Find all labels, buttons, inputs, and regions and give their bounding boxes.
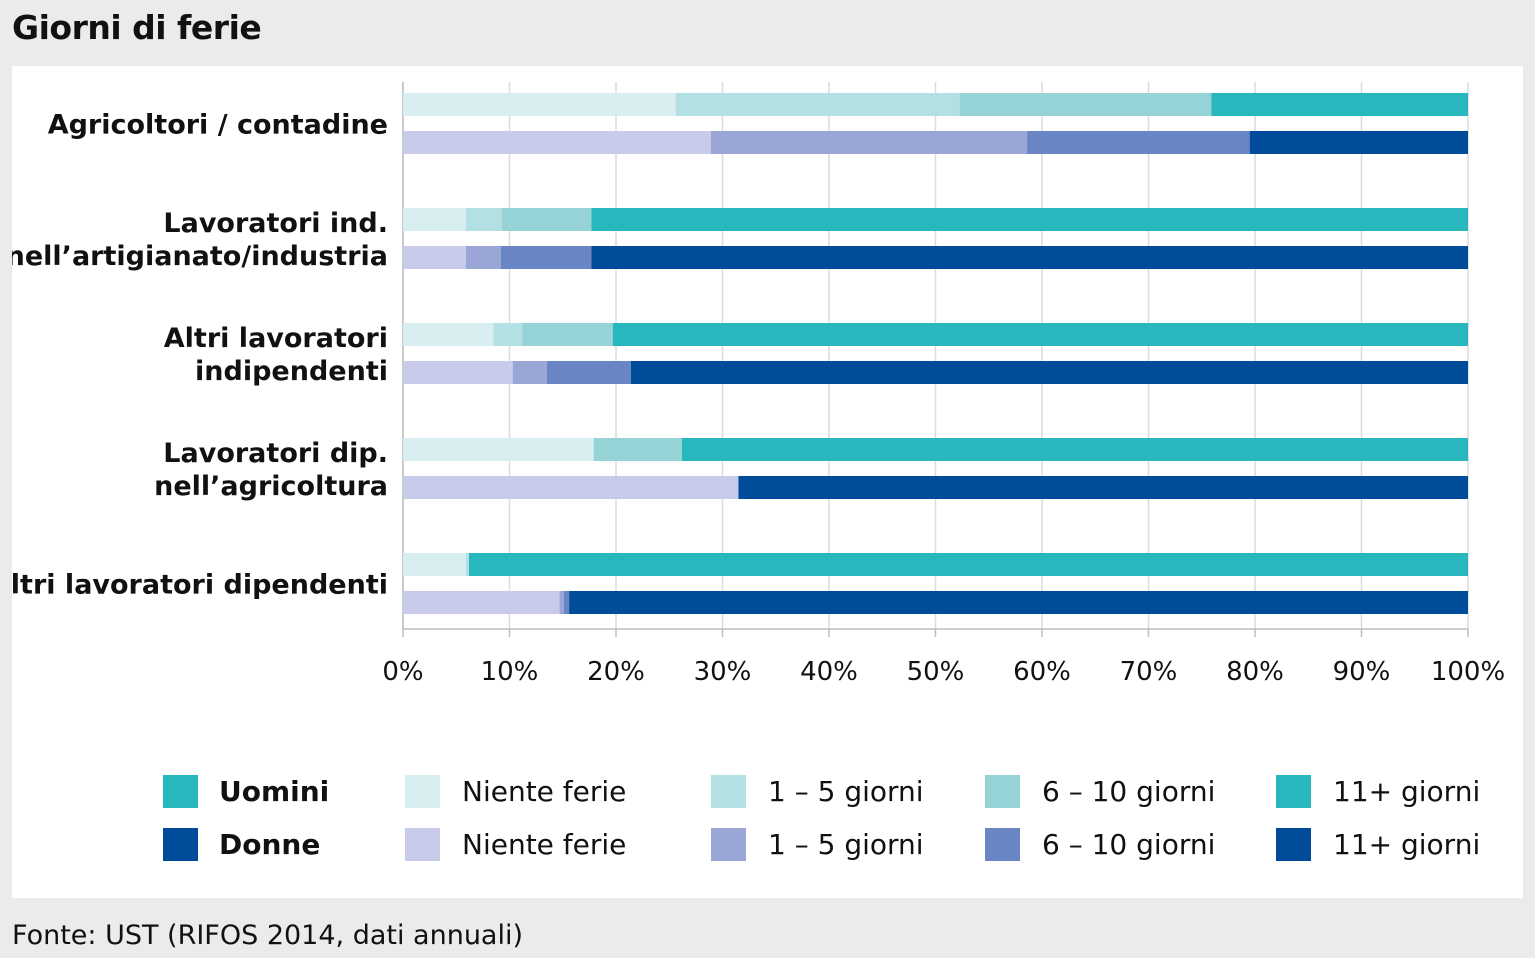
x-tick-label: 20% — [587, 657, 645, 687]
bar-segment — [591, 208, 1468, 231]
bar-segment — [591, 246, 1468, 269]
bar-segment — [403, 323, 494, 346]
bar-segment — [465, 208, 503, 231]
stacked-bar-chart: 0% 10% 20% 30% 40% 50% 60% 70% 80% 90% 100% Agricol… — [12, 82, 1505, 861]
bar-segment — [403, 246, 466, 269]
legend-item-label: 1 – 5 giorni — [768, 828, 924, 861]
bar-segment — [403, 553, 466, 576]
bar-segment — [559, 591, 564, 614]
y-category-label: Lavoratori dip. — [163, 438, 388, 469]
bar-segment — [403, 131, 711, 154]
bar-segment — [403, 591, 560, 614]
y-category-label: indipendenti — [195, 356, 388, 387]
x-tick-label: 50% — [907, 657, 965, 687]
bar-segment — [630, 361, 1468, 384]
bar-segment — [522, 323, 613, 346]
legend-swatch-donne — [163, 828, 198, 861]
legend-swatch-uomini — [163, 775, 198, 808]
bar-segment — [738, 476, 1468, 499]
bar-segment — [403, 93, 676, 116]
legend-swatch — [1276, 775, 1311, 808]
x-tick-label: 100% — [1431, 657, 1505, 687]
bar-segment — [403, 438, 594, 461]
x-tick-label: 10% — [481, 657, 539, 687]
bar-segment — [682, 438, 1468, 461]
y-category-label: Altri lavoratori dipendenti — [12, 570, 388, 601]
legend-swatch — [711, 775, 746, 808]
legend-item-label: 1 – 5 giorni — [768, 775, 924, 808]
bar-segment — [469, 553, 1468, 576]
legend-swatch — [405, 828, 440, 861]
bar-segment — [593, 438, 683, 461]
bar-segment — [1027, 131, 1250, 154]
legend-swatch — [405, 775, 440, 808]
chart-title: Giorni di ferie — [12, 8, 262, 47]
bar-segment — [512, 361, 547, 384]
legend-item-label: 6 – 10 giorni — [1042, 828, 1215, 861]
bar-segment — [710, 131, 1028, 154]
x-tick-label: 0% — [382, 657, 423, 687]
chart-panel: 0% 10% 20% 30% 40% 50% 60% 70% 80% 90% 100% Agricol… — [12, 66, 1523, 898]
legend-swatch — [1276, 828, 1311, 861]
source-note: Fonte: UST (RIFOS 2014, dati annuali) — [12, 920, 524, 951]
bar-segment — [569, 591, 1468, 614]
x-tick-label: 60% — [1013, 657, 1071, 687]
bar-segment — [502, 208, 592, 231]
bar-segment — [403, 361, 513, 384]
y-category-label: Lavoratori ind. — [163, 208, 388, 239]
legend-series-label: Uomini — [219, 775, 329, 808]
legend-swatch — [985, 775, 1020, 808]
legend-series-label: Donne — [219, 828, 320, 861]
bar-segment — [959, 93, 1212, 116]
y-category-label: nell’agricoltura — [154, 471, 388, 502]
y-category-label: Altri lavoratori — [164, 323, 388, 354]
legend-swatch — [985, 828, 1020, 861]
y-category-label: nell’artigianato/industria — [12, 241, 388, 272]
x-tick-label: 30% — [694, 657, 752, 687]
legend-item-label: 11+ giorni — [1333, 775, 1480, 808]
legend-item-label: 11+ giorni — [1333, 828, 1480, 861]
bar-segment — [465, 553, 470, 576]
legend-item-label: Niente ferie — [462, 775, 626, 808]
x-tick-label: 40% — [800, 657, 858, 687]
bar-segment — [612, 323, 1468, 346]
bar-segment — [1249, 131, 1468, 154]
legend-swatch — [711, 828, 746, 861]
x-tick-label: 70% — [1120, 657, 1178, 687]
bar-segment — [500, 246, 592, 269]
bar-segment — [546, 361, 631, 384]
legend-item-label: 6 – 10 giorni — [1042, 775, 1215, 808]
bar-segment — [1211, 93, 1468, 116]
bar-segment — [563, 591, 570, 614]
x-tick-label: 80% — [1226, 657, 1284, 687]
bar-segment — [465, 246, 501, 269]
bar-segment — [403, 476, 739, 499]
bar-segment — [403, 208, 466, 231]
bar-segment — [493, 323, 523, 346]
bar-segment — [675, 93, 960, 116]
x-tick-label: 90% — [1333, 657, 1391, 687]
y-category-label: Agricoltori / contadine — [48, 110, 388, 141]
legend-item-label: Niente ferie — [462, 828, 626, 861]
